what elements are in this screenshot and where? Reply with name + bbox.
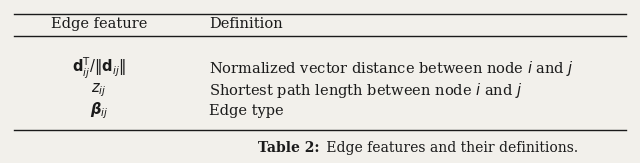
- Text: $\boldsymbol{\beta}_{ij}$: $\boldsymbol{\beta}_{ij}$: [90, 101, 108, 121]
- Text: Shortest path length between node $i$ and $j$: Shortest path length between node $i$ an…: [209, 81, 522, 99]
- Text: $z_{ij}$: $z_{ij}$: [92, 81, 107, 99]
- Text: Edge type: Edge type: [209, 104, 284, 118]
- Text: $\mathbf{d}_{ij}^{\mathrm{T}}/\|\mathbf{d}_{ij}\|$: $\mathbf{d}_{ij}^{\mathrm{T}}/\|\mathbf{…: [72, 55, 126, 81]
- Text: Normalized vector distance between node $i$ and $j$: Normalized vector distance between node …: [209, 59, 574, 77]
- Text: Definition: Definition: [209, 17, 282, 31]
- Text: Table 2:: Table 2:: [259, 141, 320, 155]
- Text: Edge feature: Edge feature: [51, 17, 147, 31]
- Text: Edge features and their definitions.: Edge features and their definitions.: [322, 141, 578, 155]
